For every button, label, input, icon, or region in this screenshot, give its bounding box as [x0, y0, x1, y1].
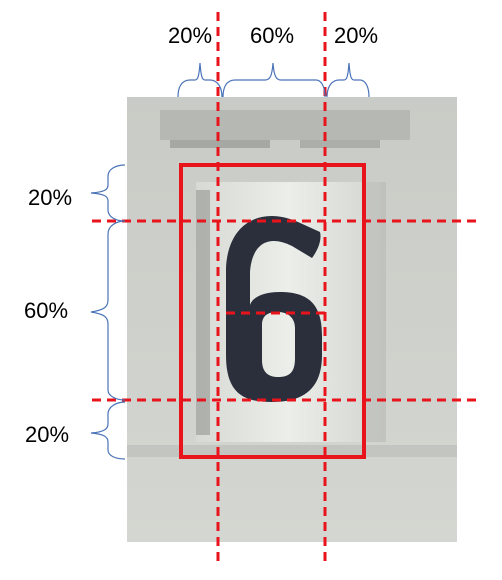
brace-top-left	[178, 63, 222, 97]
label-left-middle: 60%	[24, 298, 68, 323]
label-top-left: 20%	[168, 23, 212, 48]
label-left-top: 20%	[28, 185, 72, 210]
left-braces	[91, 165, 125, 459]
label-top-right: 20%	[334, 23, 378, 48]
brace-left-bottom	[91, 402, 125, 459]
label-left-bottom: 20%	[25, 422, 69, 447]
label-top-center: 60%	[250, 23, 294, 48]
brace-top-center	[223, 63, 325, 97]
top-braces	[178, 63, 369, 97]
brace-left-top	[91, 165, 125, 221]
brace-top-right	[327, 63, 369, 97]
brace-left-middle	[91, 221, 125, 400]
